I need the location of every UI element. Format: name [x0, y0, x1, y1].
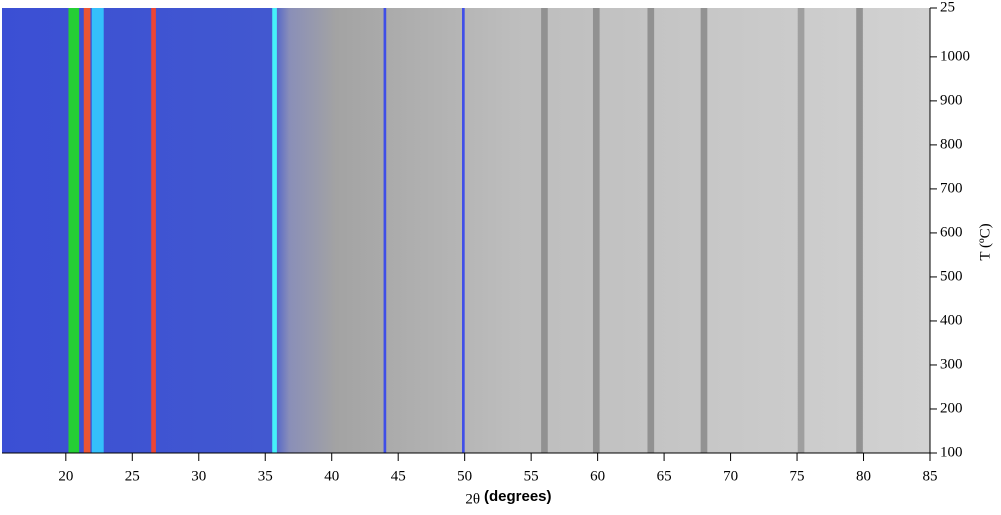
x-tick-label: 85: [923, 468, 938, 484]
heatmap-background: [2, 8, 930, 453]
x-tick-label: 35: [258, 468, 273, 484]
y-tick-label: 200: [940, 400, 963, 416]
peak-band: [797, 8, 805, 453]
x-axis-unit: (degrees): [484, 488, 552, 505]
y-tick-label: 900: [940, 92, 963, 108]
x-tick-label: 40: [324, 468, 339, 484]
y-tick-label: 100: [940, 444, 963, 460]
x-tick-label: 75: [790, 468, 805, 484]
y-tick-label: 500: [940, 268, 963, 284]
y-tick-label: 700: [940, 180, 963, 196]
x-tick-label: 55: [524, 468, 539, 484]
peak-band: [272, 8, 277, 453]
y-axis-label: T (ºC): [977, 223, 993, 260]
peak-band: [83, 8, 91, 453]
peak-band: [383, 8, 387, 453]
y-tick-label: 800: [940, 136, 963, 152]
x-axis-label: 2θ: [465, 491, 480, 507]
x-tick-label: 30: [191, 468, 206, 484]
x-tick-label: 65: [657, 468, 672, 484]
x-tick-label: 20: [58, 468, 73, 484]
y-tick-label: 400: [940, 312, 963, 328]
peak-band: [462, 8, 465, 453]
y-tick-label: 600: [940, 224, 963, 240]
peak-band: [91, 8, 104, 453]
peak-band: [151, 8, 156, 453]
x-tick-label: 25: [125, 468, 140, 484]
y-tick-label: 300: [940, 356, 963, 372]
peak-band: [592, 8, 600, 453]
peak-band: [647, 8, 655, 453]
peak-band: [700, 8, 708, 453]
y-tick-label: 25: [940, 0, 955, 15]
x-tick-label: 60: [590, 468, 605, 484]
peak-band: [68, 8, 80, 453]
x-tick-label: 50: [457, 468, 472, 484]
peak-band: [856, 8, 863, 453]
y-tick-label: 1000: [940, 48, 970, 64]
x-tick-label: 45: [391, 468, 406, 484]
x-tick-label: 80: [856, 468, 871, 484]
x-tick-label: 70: [723, 468, 738, 484]
peak-band: [541, 8, 548, 453]
